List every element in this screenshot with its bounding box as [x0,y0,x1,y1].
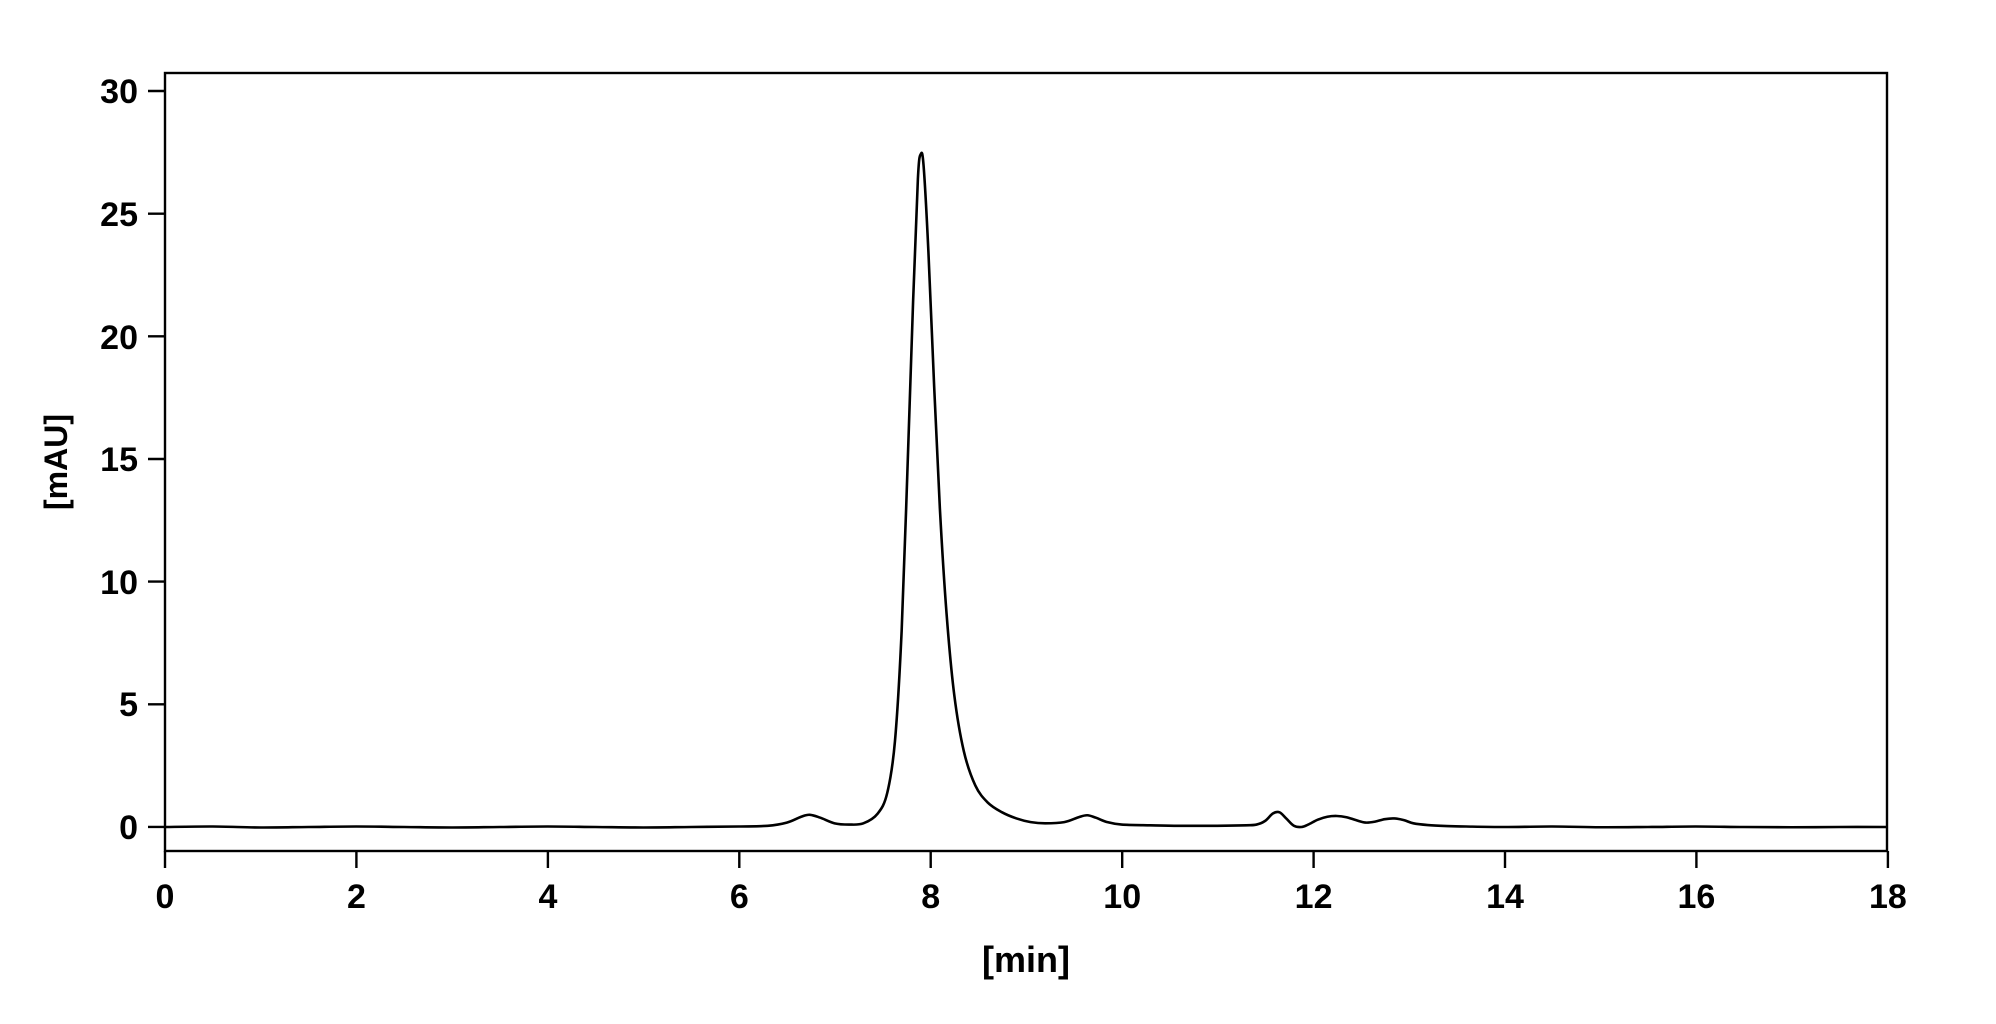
svg-text:10: 10 [100,564,138,602]
svg-text:[min]: [min] [982,939,1070,980]
svg-text:15: 15 [100,441,138,479]
svg-text:0: 0 [156,878,175,916]
svg-text:20: 20 [100,319,138,357]
svg-text:16: 16 [1677,878,1715,916]
svg-text:0: 0 [119,809,138,847]
svg-text:2: 2 [347,878,366,916]
svg-text:25: 25 [100,196,138,234]
svg-text:8: 8 [921,878,940,916]
svg-text:6: 6 [730,878,749,916]
svg-text:5: 5 [119,686,138,724]
svg-text:12: 12 [1295,878,1333,916]
svg-text:18: 18 [1869,878,1907,916]
svg-text:10: 10 [1103,878,1141,916]
svg-text:[mAU]: [mAU] [38,414,74,510]
svg-text:4: 4 [538,878,557,916]
svg-text:14: 14 [1486,878,1524,916]
svg-text:30: 30 [100,73,138,111]
